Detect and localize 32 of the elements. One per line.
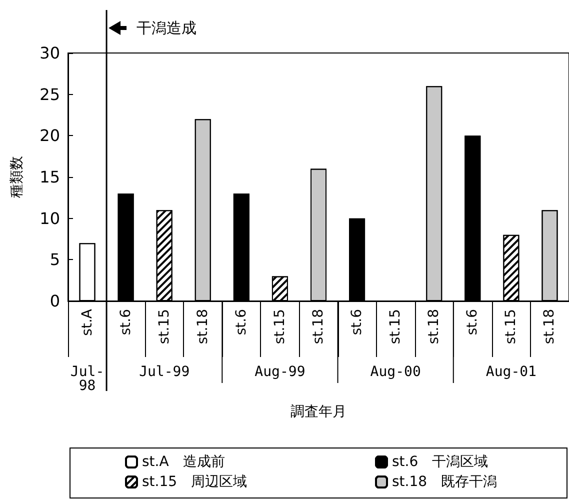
text: Jul-98 (70, 364, 104, 394)
text: Aug-00 (370, 364, 421, 380)
x-tick-label: st.15 (272, 309, 288, 344)
y-tick-label: 25 (40, 84, 60, 104)
y-tick-label: 15 (40, 168, 60, 186)
x-tick-label: st.15 (388, 309, 404, 344)
x-axis-title: 調査年月 (290, 404, 346, 420)
legend-label: st.A 造成前 (142, 454, 225, 470)
text: Jul-99 (139, 364, 190, 380)
legend-label: st.6 干潟区域 (392, 454, 488, 470)
x-tick-label: st.15 (503, 309, 520, 344)
y-tick-label: 0 (50, 292, 60, 310)
legend-label: st.15 周辺区域 (142, 474, 248, 490)
y-tick-label: 30 (40, 44, 60, 62)
x-tick-label: st.18 (426, 309, 442, 344)
x-tick-label: st.18 (310, 309, 326, 344)
x-tick-label: st.15 (156, 309, 172, 344)
text: Aug-99 (254, 364, 306, 380)
y-axis-title: 種類数 (9, 156, 25, 198)
x-tick-label: st.6 (464, 308, 481, 336)
x-tick-label: st.A (79, 308, 96, 336)
x-tick-label: st.6 (233, 308, 250, 336)
x-tick-label: st.6 (118, 308, 134, 336)
text: 干潟造成 (136, 19, 197, 37)
text: Aug-01 (486, 364, 536, 380)
y-tick-label: 10 (40, 208, 60, 228)
y-tick-label: 5 (50, 250, 60, 270)
legend-label: st.18 既存干潟 (392, 474, 498, 490)
x-tick-label: st.6 (349, 308, 366, 336)
x-tick-label: st.18 (194, 309, 211, 344)
x-tick-label: st.18 (542, 309, 558, 344)
y-tick-label: 20 (40, 126, 60, 146)
